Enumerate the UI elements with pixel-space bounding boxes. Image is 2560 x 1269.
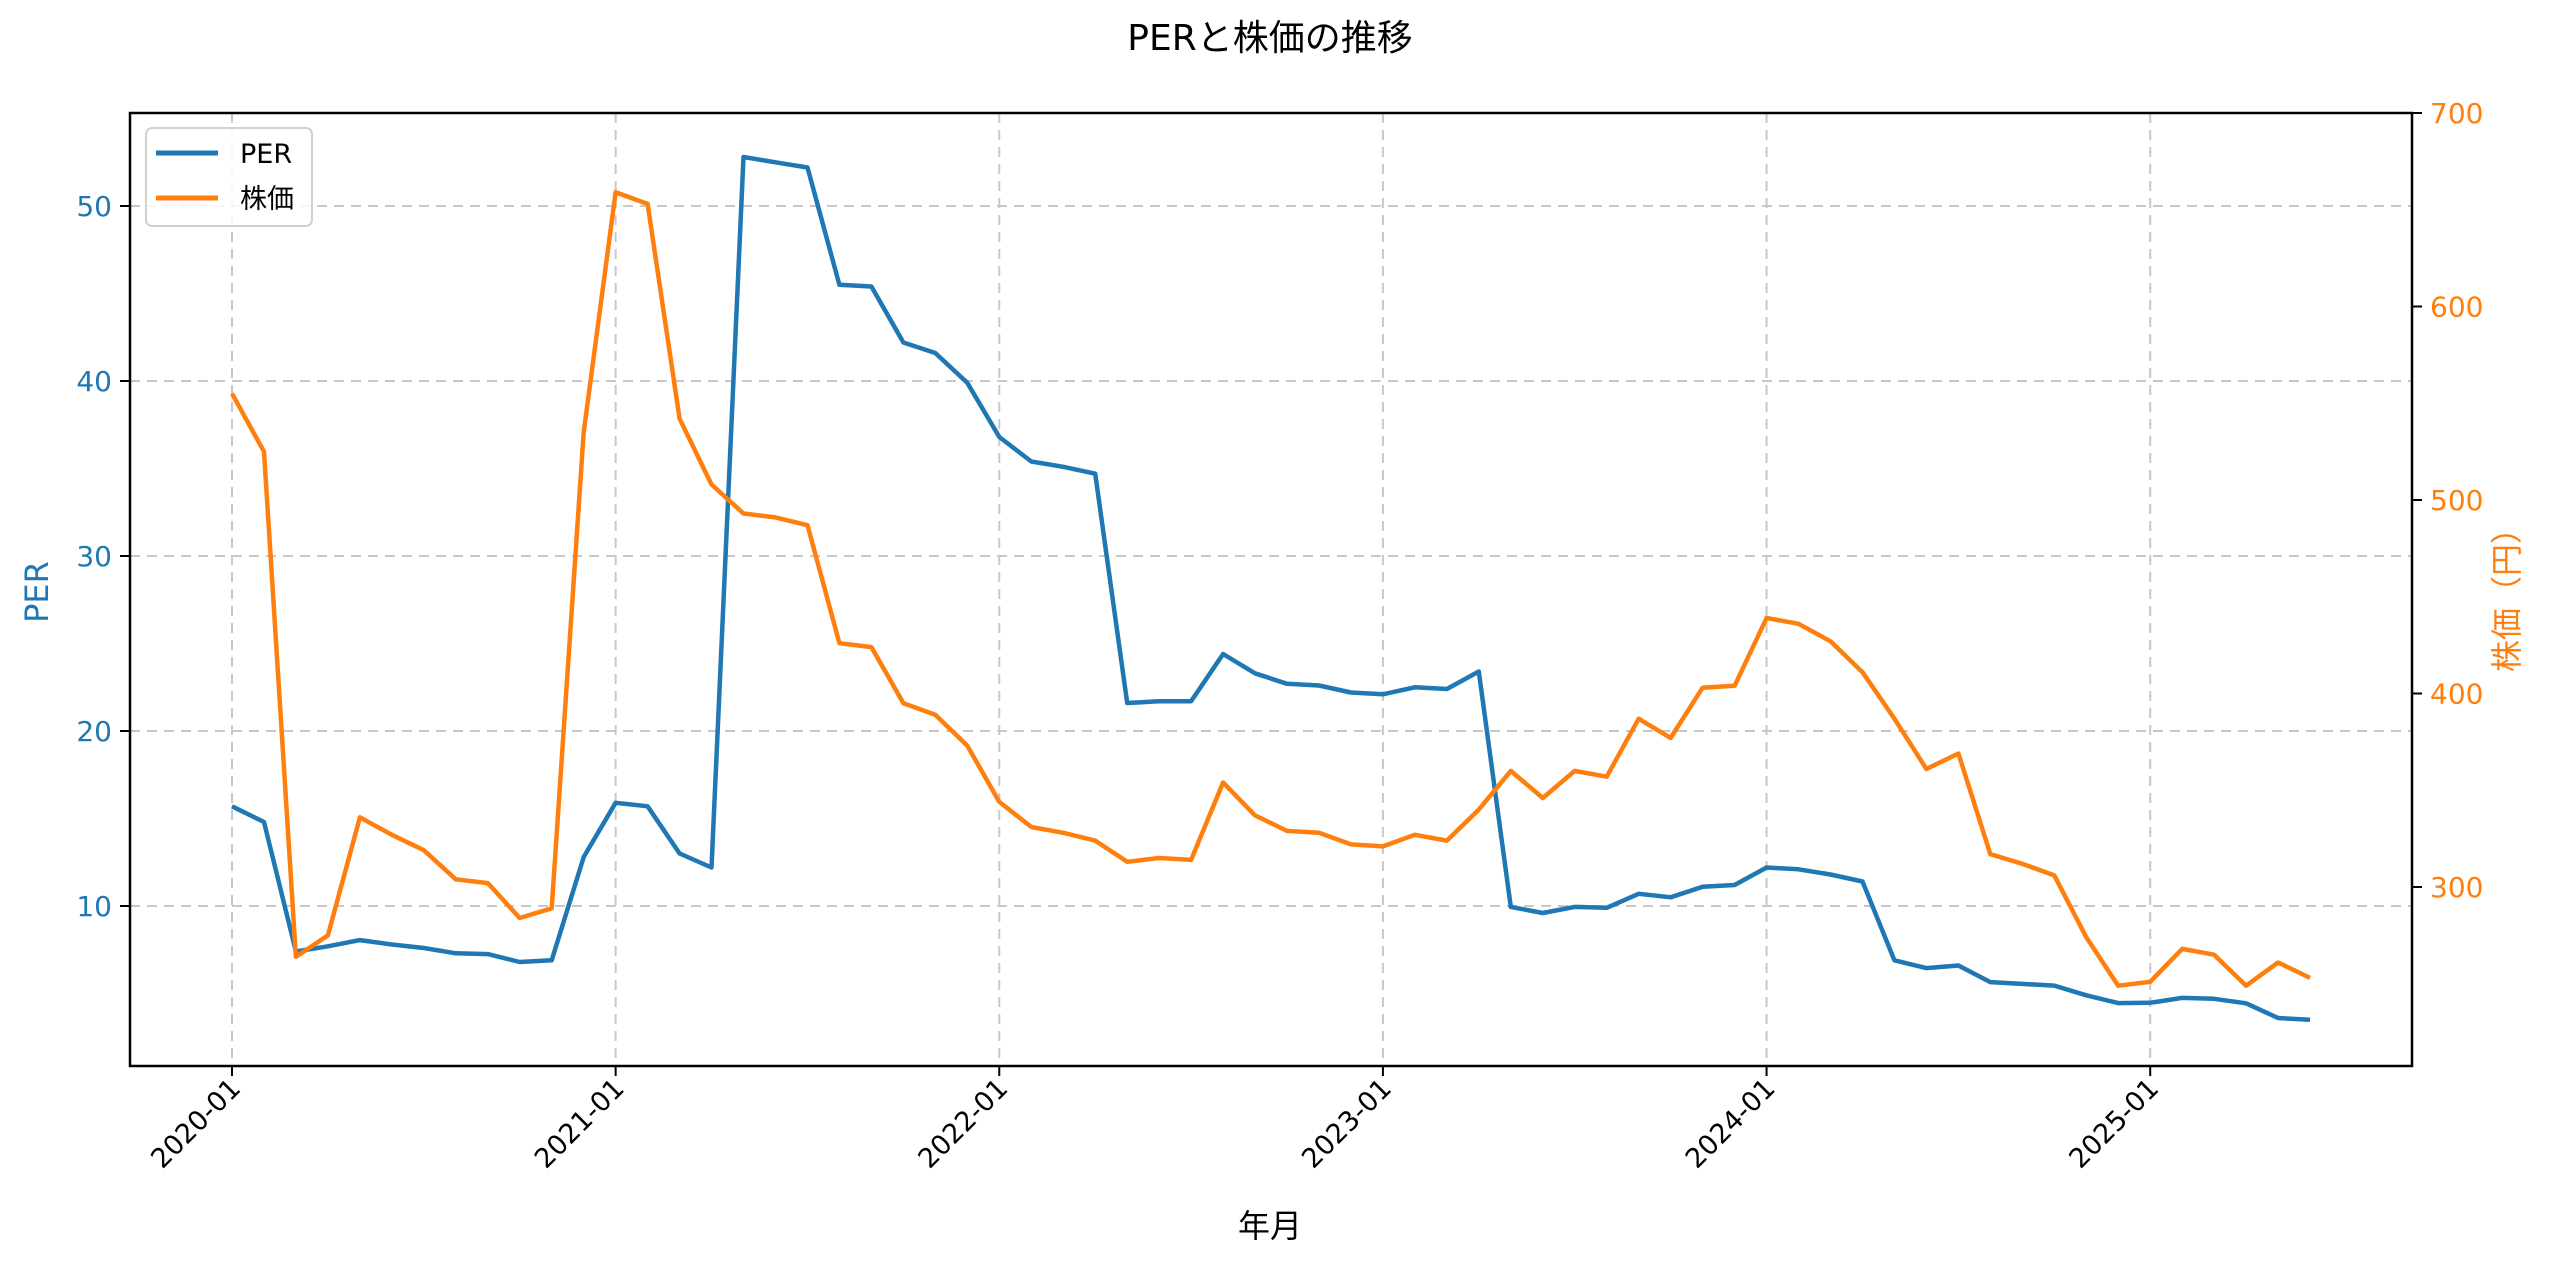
- left-tick-label: 40: [76, 365, 112, 398]
- left-tick-label: 30: [76, 540, 112, 573]
- grid-lines: [130, 113, 2412, 1066]
- x-tick-label: 2021-01: [529, 1073, 631, 1175]
- right-tick-label: 300: [2430, 871, 2483, 904]
- legend-per-label: PER: [240, 139, 292, 170]
- left-tick-label: 20: [76, 715, 112, 748]
- x-tick-label: 2025-01: [2063, 1073, 2165, 1175]
- left-tick-label: 10: [76, 890, 112, 923]
- plot-series: [230, 154, 2311, 1023]
- x-tick-label: 2020-01: [145, 1073, 247, 1175]
- left-tick-label: 50: [76, 190, 112, 223]
- right-tick-label: 600: [2430, 291, 2483, 324]
- right-tick-label: 700: [2430, 97, 2483, 130]
- x-axis-label: 年月: [1238, 1207, 1302, 1245]
- per-line: [231, 154, 2311, 1023]
- legend: PER 株価: [145, 127, 313, 227]
- legend-price-label: 株価: [240, 184, 294, 215]
- x-tick-label: 2022-01: [913, 1073, 1015, 1175]
- left-axis-label: PER: [18, 561, 56, 623]
- x-tick-label: 2024-01: [1680, 1073, 1782, 1175]
- chart-title: PERと株価の推移: [1127, 18, 1412, 59]
- right-axis-label: 株価（円）: [2488, 512, 2526, 672]
- plot-frame: [128, 111, 2414, 1068]
- right-tick-label: 500: [2430, 484, 2483, 517]
- right-y-axis: 300 400 500 600 700: [2412, 97, 2483, 904]
- x-axis: 2020-01 2021-01 2022-01 2023-01 2024-01 2025-…: [145, 1066, 2165, 1175]
- x-tick-label: 2023-01: [1296, 1073, 1398, 1175]
- left-y-axis: 10 20 30 40 50: [76, 190, 130, 923]
- right-tick-label: 400: [2430, 678, 2483, 711]
- price-line: [230, 190, 2311, 988]
